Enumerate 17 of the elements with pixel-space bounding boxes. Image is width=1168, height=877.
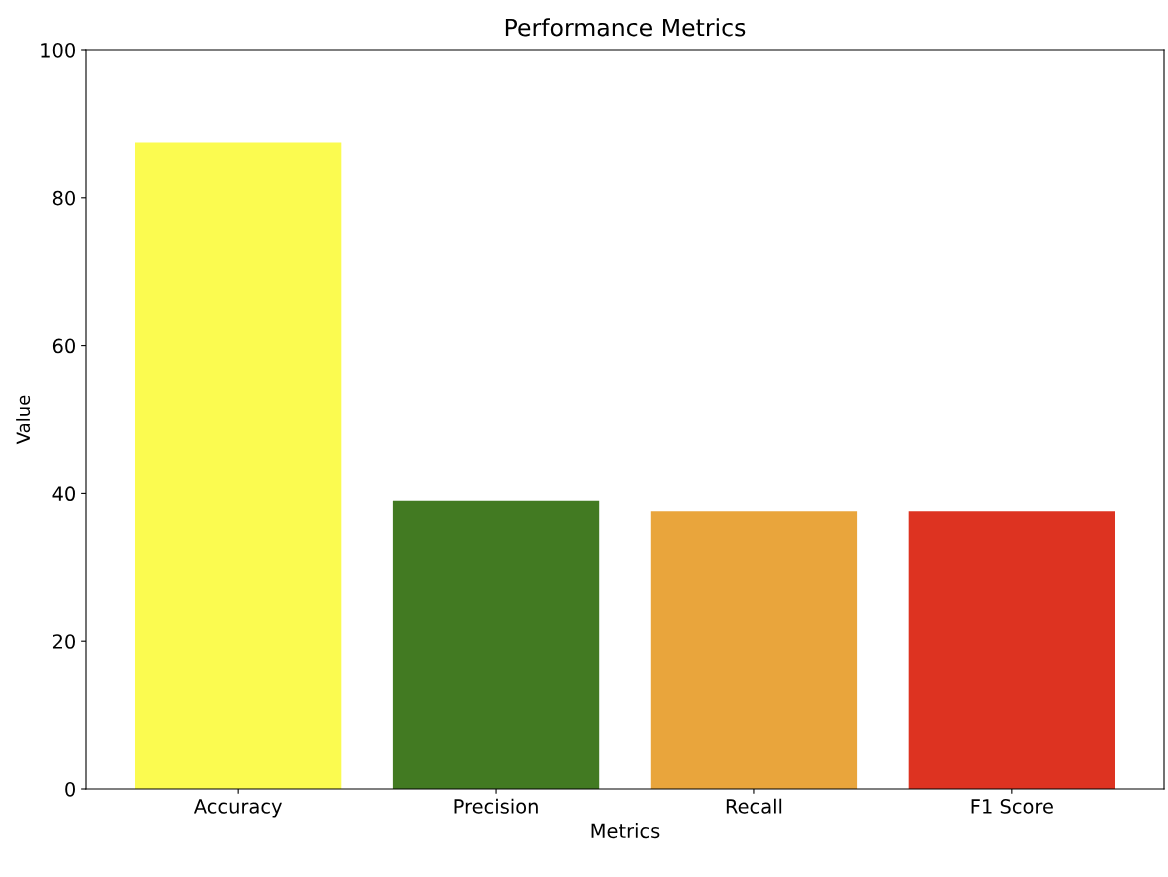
y-tick-label: 0 [65, 781, 75, 797]
x-tick-label: F1 Score [971, 799, 1053, 814]
y-tick-label: 100 [41, 42, 75, 58]
x-axis-title: Metrics [591, 823, 660, 839]
y-axis-title: Value [16, 395, 31, 445]
x-tick-label: Accuracy [193, 799, 282, 818]
x-tick-label: Recall [726, 798, 782, 814]
bar [650, 511, 858, 789]
bar [908, 511, 1115, 789]
x-tick-label: Precision [454, 798, 538, 814]
bar [392, 500, 600, 789]
y-tick-label: 60 [52, 338, 75, 354]
y-tick-label: 80 [52, 190, 75, 206]
bar [135, 142, 342, 789]
y-tick-label: 40 [52, 486, 75, 502]
y-tick-label: 20 [52, 634, 75, 649]
chart-title: Performance Metrics [505, 18, 746, 37]
